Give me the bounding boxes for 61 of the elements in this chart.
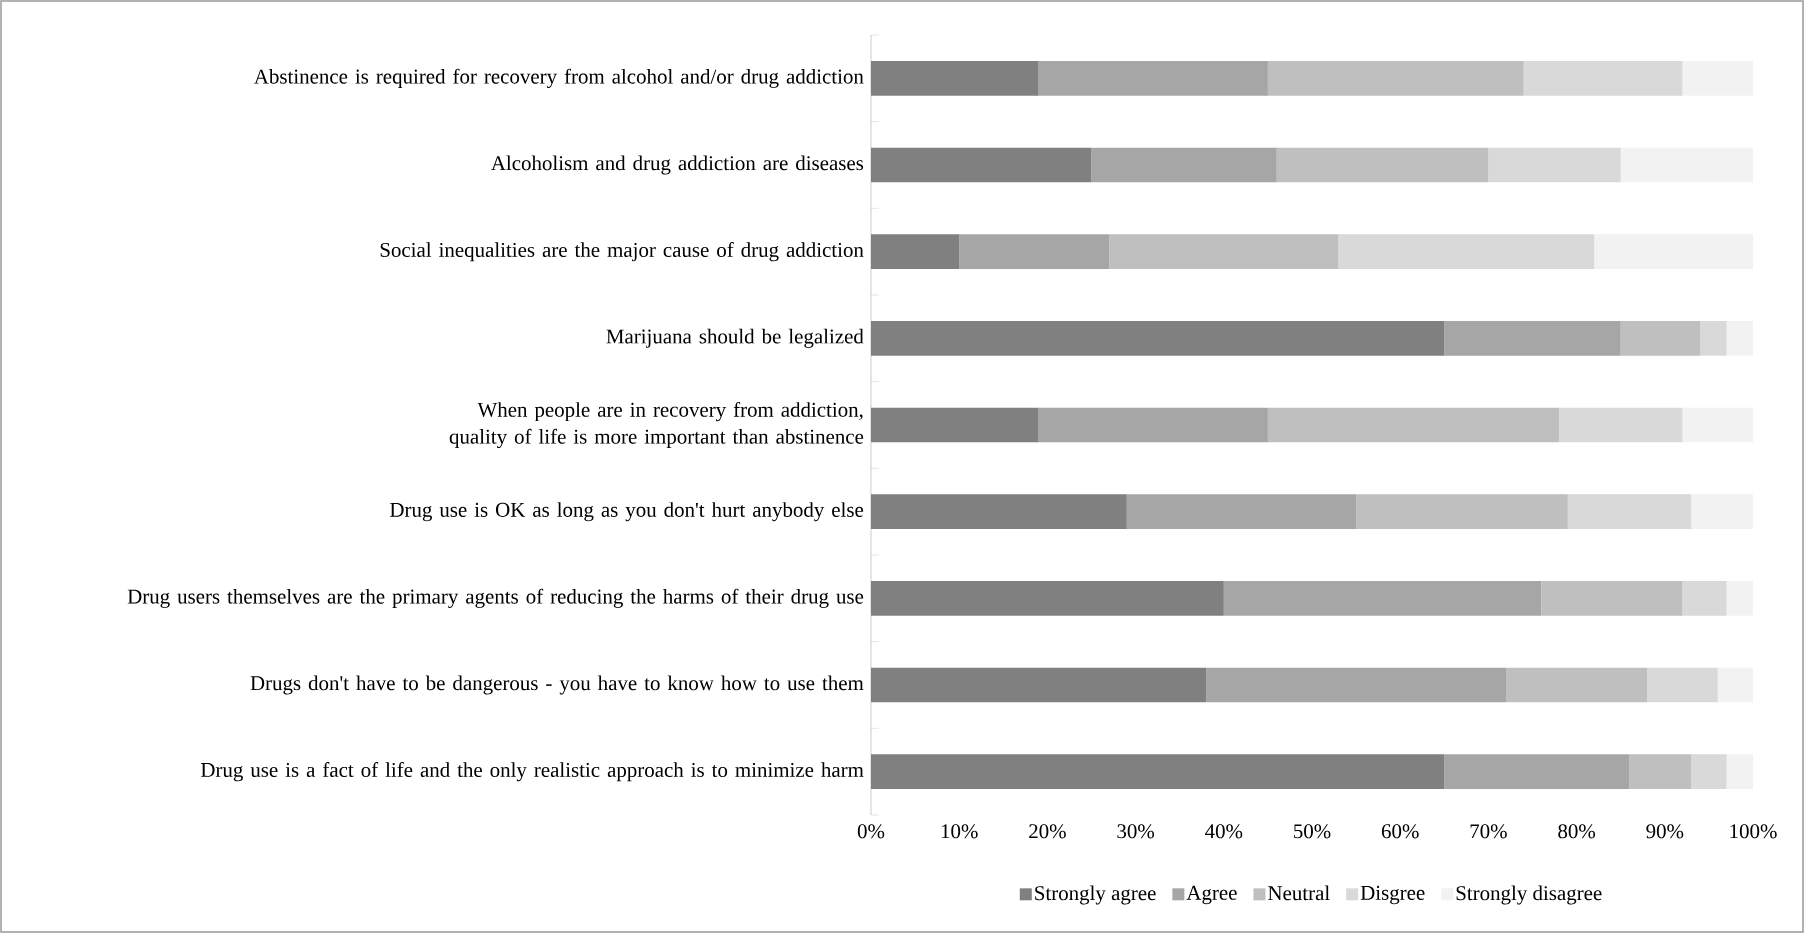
bar	[1691, 754, 1727, 790]
bar	[1206, 667, 1507, 703]
bar	[1691, 494, 1754, 530]
bar	[1126, 494, 1357, 530]
bar	[1726, 321, 1754, 356]
bar	[1338, 234, 1595, 270]
bar	[1620, 321, 1701, 356]
y-tick-label: Abstinence is required for recovery from alcohol and/or drug addiction	[254, 68, 864, 88]
bar	[1726, 754, 1754, 790]
bar	[1717, 667, 1754, 703]
bar	[1444, 754, 1630, 790]
bar	[1567, 494, 1692, 530]
bar	[1541, 581, 1683, 616]
y-tick-label: Drug use is OK as long as you don't hurt anybody else	[389, 502, 864, 522]
x-tick-label: 40%	[1205, 824, 1243, 839]
y-tick-label: Marijuana should be legalized	[606, 328, 864, 348]
x-tick-label: 30%	[1117, 824, 1155, 839]
bar	[1523, 61, 1683, 96]
x-tick-label: 20%	[1029, 824, 1066, 839]
bar	[1594, 234, 1754, 270]
bar	[1091, 147, 1277, 183]
bar	[1682, 407, 1754, 443]
legend-label: Strongly disagree	[1456, 885, 1602, 905]
x-tick-label: 0%	[857, 824, 885, 839]
bar	[1700, 321, 1727, 356]
x-tick-label: 80%	[1558, 824, 1596, 839]
x-tick-label: 90%	[1646, 824, 1684, 839]
bar	[1276, 147, 1489, 183]
y-tick-label: Drug use is a fact of life and the only realistic approach is to minimize harm	[200, 762, 864, 782]
bar	[1682, 581, 1727, 616]
x-tick-label: 70%	[1470, 824, 1507, 839]
x-tick-label: 50%	[1294, 824, 1331, 839]
bar	[1038, 407, 1268, 443]
bar	[1223, 581, 1542, 616]
bar	[959, 234, 1110, 270]
legend-label: Neutral	[1268, 885, 1330, 901]
bar	[1488, 147, 1621, 183]
bar	[1620, 147, 1754, 183]
bar	[1506, 667, 1648, 703]
x-tick-label: 100%	[1730, 824, 1777, 839]
y-tick-label: When people are in recovery from addiction, quality of life is more important than abstinence	[449, 401, 864, 449]
x-tick-label: 60%	[1381, 824, 1419, 839]
bar	[1038, 61, 1268, 96]
bar	[1444, 321, 1621, 356]
bar	[1109, 234, 1339, 270]
bar	[1356, 494, 1568, 530]
y-tick-label: Drugs don't have to be dangerous - you have to know how to use them	[250, 675, 864, 695]
bar	[1267, 61, 1524, 96]
bar	[1647, 667, 1718, 703]
bar	[1629, 754, 1692, 790]
bar	[1267, 407, 1559, 443]
legend-label: Agree	[1186, 885, 1237, 905]
y-tick-label: Drug users themselves are the primary agents of reducing the harms of their drug use	[127, 588, 864, 608]
legend-label: Strongly agree	[1035, 885, 1156, 905]
y-tick-label: Social inequalities are the major cause of drug addiction	[380, 242, 864, 262]
legend-label: Disgree	[1360, 885, 1425, 905]
x-tick-label: 10%	[941, 824, 978, 839]
y-tick-label: Alcoholism and drug addiction are diseases	[491, 155, 864, 175]
bar	[1682, 61, 1754, 96]
bar	[1726, 581, 1754, 616]
bar	[1558, 407, 1683, 443]
